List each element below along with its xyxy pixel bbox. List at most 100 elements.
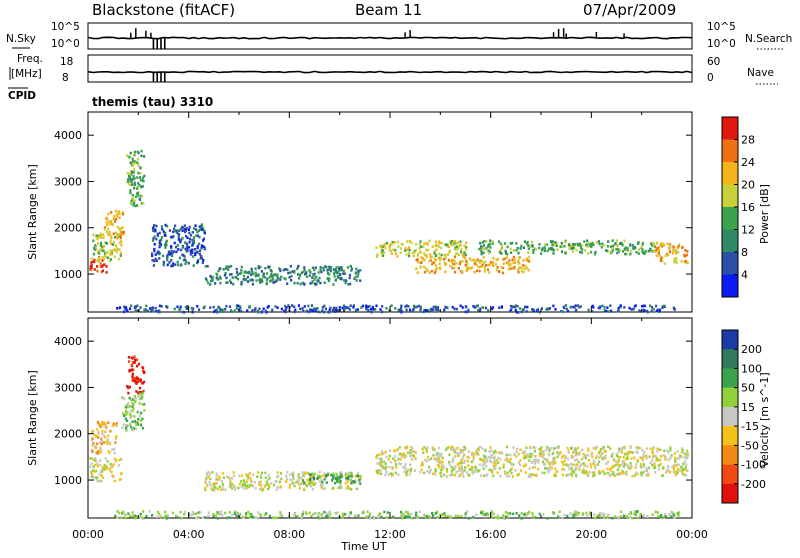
heatmap-cell (318, 517, 321, 520)
heatmap-cell (426, 243, 429, 246)
heatmap-cell (105, 221, 108, 224)
heatmap-cell (528, 459, 531, 462)
heatmap-cell (340, 268, 343, 272)
heatmap-cell (100, 474, 104, 477)
heatmap-cell (137, 182, 140, 185)
heatmap-cell (631, 516, 634, 520)
heatmap-cell (455, 262, 458, 265)
heatmap-cell (686, 250, 689, 253)
heatmap-cell (129, 409, 132, 413)
heatmap-cell (323, 304, 326, 308)
heatmap-cell (412, 254, 415, 258)
heatmap-cell (141, 195, 144, 198)
heatmap-cell (627, 512, 631, 516)
nsky-spikes (130, 28, 625, 49)
heatmap-cell (110, 211, 113, 214)
heatmap-cell (411, 454, 415, 457)
heatmap-cell (686, 453, 690, 457)
heatmap-cell (516, 447, 519, 451)
heatmap-cell (669, 470, 672, 474)
colorbar-tick-label: 20 (741, 179, 755, 192)
heatmap-cell (442, 464, 445, 468)
heatmap-cell (643, 450, 646, 454)
heatmap-cell (341, 306, 344, 310)
heatmap-cell (492, 264, 495, 268)
heatmap-cell (322, 266, 325, 270)
heatmap-cell (142, 202, 145, 205)
heatmap-cell (332, 283, 335, 286)
heatmap-cell (522, 451, 526, 455)
heatmap-cell (207, 511, 210, 515)
heatmap-cell (317, 271, 320, 274)
heatmap-cell (379, 512, 382, 515)
heatmap-cell (609, 304, 612, 307)
heatmap-cell (641, 250, 644, 253)
heatmap-cell (522, 264, 525, 267)
heatmap-cell (557, 452, 560, 456)
heatmap-cell (258, 278, 261, 282)
heatmap-cell (455, 470, 458, 474)
heatmap-cell (376, 253, 379, 257)
heatmap-cell (531, 473, 534, 476)
heatmap-cell (532, 251, 535, 254)
heatmap-cell (156, 515, 159, 518)
heatmap-cell (483, 474, 486, 477)
heatmap-cell (300, 517, 303, 520)
heatmap-cell (508, 264, 511, 267)
heatmap-cell (109, 249, 112, 253)
heatmap-cell (420, 468, 423, 472)
heatmap-cell (130, 173, 133, 176)
heatmap-cell (573, 244, 576, 248)
heatmap-cell (541, 471, 544, 475)
heatmap-cell (130, 427, 134, 431)
heatmap-cell (380, 251, 383, 255)
heatmap-cell (494, 460, 497, 463)
heatmap-cell (561, 310, 564, 314)
heatmap-cell (130, 425, 133, 429)
heatmap-cell (435, 240, 438, 244)
heatmap-cell (437, 446, 441, 450)
heatmap-cell (225, 276, 228, 280)
heatmap-cell (522, 308, 525, 311)
heatmap-cell (479, 265, 482, 268)
heatmap-cell (579, 250, 582, 254)
heatmap-cell (464, 514, 467, 517)
heatmap-cell (643, 309, 646, 312)
heatmap-cell (392, 457, 395, 460)
heatmap-cell (219, 512, 222, 516)
heatmap-cell (358, 477, 361, 480)
heatmap-cell (114, 217, 117, 221)
heatmap-cell (151, 254, 154, 257)
heatmap-cell (139, 171, 142, 175)
heatmap-cell (100, 233, 103, 237)
heatmap-cell (302, 510, 305, 514)
heatmap-cell (279, 269, 282, 273)
heatmap-cell (663, 449, 666, 453)
heatmap-cell (481, 263, 484, 267)
heatmap-cell (645, 468, 648, 472)
heatmap-cell (661, 306, 664, 310)
heatmap-cell (404, 463, 407, 466)
cpid-label: CPID (8, 90, 36, 102)
heatmap-cell (204, 265, 207, 268)
heatmap-cell (91, 437, 94, 440)
heatmap-cell (682, 452, 685, 455)
heatmap-cell (495, 459, 498, 462)
colorbar-tick-label: 100 (741, 362, 762, 375)
heatmap-cell (96, 237, 99, 241)
heatmap-cell (538, 243, 541, 246)
heatmap-cell (92, 252, 95, 256)
heatmap-cell (109, 239, 112, 243)
heatmap-cell (125, 413, 128, 416)
heatmap-cell (472, 305, 475, 308)
colorbar-swatch (722, 139, 738, 163)
heatmap-cell (492, 474, 495, 478)
heatmap-cell (297, 264, 300, 268)
nsky-label: N.Sky (6, 33, 36, 45)
heatmap-cell (129, 177, 132, 181)
heatmap-cell (428, 471, 431, 474)
heatmap-cell (502, 258, 505, 261)
heatmap-cell (234, 510, 237, 513)
heatmap-cell (354, 480, 357, 484)
heatmap-cell (359, 269, 362, 272)
